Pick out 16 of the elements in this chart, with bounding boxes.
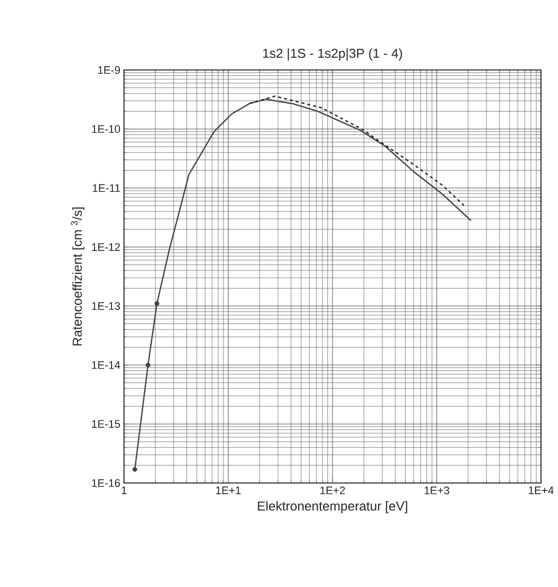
y-tick-label: 1E-16 bbox=[92, 479, 120, 487]
y-tick-label: 1E-14 bbox=[92, 361, 120, 369]
y-tick-label: 1E-9 bbox=[98, 66, 120, 74]
y-axis-title: Ratencoeffizient [cm $^{3}$/s] bbox=[71, 207, 84, 346]
x-tick-label: 1 bbox=[122, 486, 127, 494]
y-tick-label: 1E-10 bbox=[92, 125, 120, 133]
y-tick-label: 1E-15 bbox=[92, 420, 120, 428]
y-tick-label: 1E-13 bbox=[92, 302, 120, 310]
y-tick-label: 1E-11 bbox=[92, 184, 120, 192]
x-tick-label: 1E+3 bbox=[424, 486, 450, 494]
chart-title: 1s2 |1S - 1s2p|3P (1 - 4) bbox=[263, 48, 402, 61]
x-tick-label: 1E+1 bbox=[216, 486, 241, 494]
x-tick-label: 1E+4 bbox=[528, 486, 554, 494]
y-tick-label: 1E-12 bbox=[92, 243, 120, 251]
x-tick-label: 1E+2 bbox=[320, 486, 345, 494]
x-axis-title: Elektronentemperatur [eV] bbox=[258, 501, 408, 514]
